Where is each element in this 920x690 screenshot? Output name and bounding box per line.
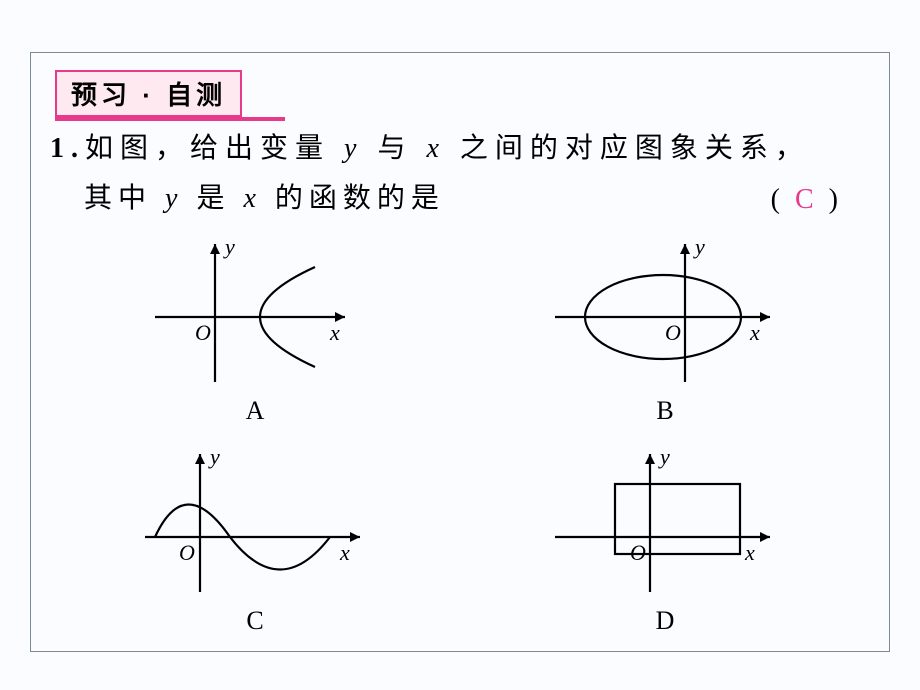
x-arrow xyxy=(760,312,770,322)
var-x: x xyxy=(426,133,445,164)
question-block: 1.如图，给出变量 y 与 x 之间的对应图象关系， 其中 y 是 x 的函数的… xyxy=(50,124,870,225)
x-label: x xyxy=(329,320,340,345)
question-number: 1. xyxy=(50,133,85,164)
y-label: y xyxy=(208,444,220,469)
origin-label: O xyxy=(195,320,211,345)
graph-b-svg: y x O xyxy=(545,232,785,392)
text: 与 xyxy=(363,133,426,164)
var-y: y xyxy=(344,133,363,164)
y-label: y xyxy=(223,234,235,259)
x-label: x xyxy=(744,540,755,565)
origin-label: O xyxy=(179,540,195,565)
section-tab: 预习 · 自测 xyxy=(55,70,242,117)
origin-label: O xyxy=(630,540,646,565)
paren-open: ( xyxy=(771,184,782,215)
question-line-2: 其中 y 是 x 的函数的是 ( C ) xyxy=(50,174,870,224)
graph-c-svg: y x O xyxy=(135,442,375,602)
graph-b-label: B xyxy=(656,396,673,426)
graph-option-d: y x O D xyxy=(460,442,870,642)
text: 如图，给出变量 xyxy=(85,133,344,164)
graph-a-svg: y x O xyxy=(145,232,365,392)
answer-paren: ( C ) xyxy=(771,175,840,225)
graph-a-label: A xyxy=(246,396,265,426)
answer-letter: C xyxy=(795,184,816,215)
graph-option-a: y x O A xyxy=(50,232,460,432)
graph-d-label: D xyxy=(656,606,675,636)
x-arrow xyxy=(760,532,770,542)
graph-option-c: y x O C xyxy=(50,442,460,642)
text: 其中 xyxy=(84,183,165,214)
section-tab-text: 预习 · 自测 xyxy=(71,80,226,110)
text: 的函数的是 xyxy=(262,183,445,214)
paren-close: ) xyxy=(829,184,840,215)
y-arrow xyxy=(645,454,655,464)
text: 是 xyxy=(183,183,243,214)
graph-option-b: y x O B xyxy=(460,232,870,432)
origin-label: O xyxy=(665,320,681,345)
text: 之间的对应图象关系， xyxy=(446,133,810,164)
y-label: y xyxy=(658,444,670,469)
question-line-1: 1.如图，给出变量 y 与 x 之间的对应图象关系， xyxy=(50,124,870,174)
graphs-grid: y x O A y x O B y x O C xyxy=(50,232,870,642)
x-arrow xyxy=(350,532,360,542)
x-label: x xyxy=(749,320,760,345)
y-arrow xyxy=(210,244,220,254)
y-label: y xyxy=(693,234,705,259)
graph-d-svg: y x O xyxy=(545,442,785,602)
var-x: x xyxy=(243,183,261,214)
y-arrow xyxy=(195,454,205,464)
y-arrow xyxy=(680,244,690,254)
graph-c-label: C xyxy=(246,606,263,636)
x-label: x xyxy=(339,540,350,565)
var-y: y xyxy=(165,183,183,214)
